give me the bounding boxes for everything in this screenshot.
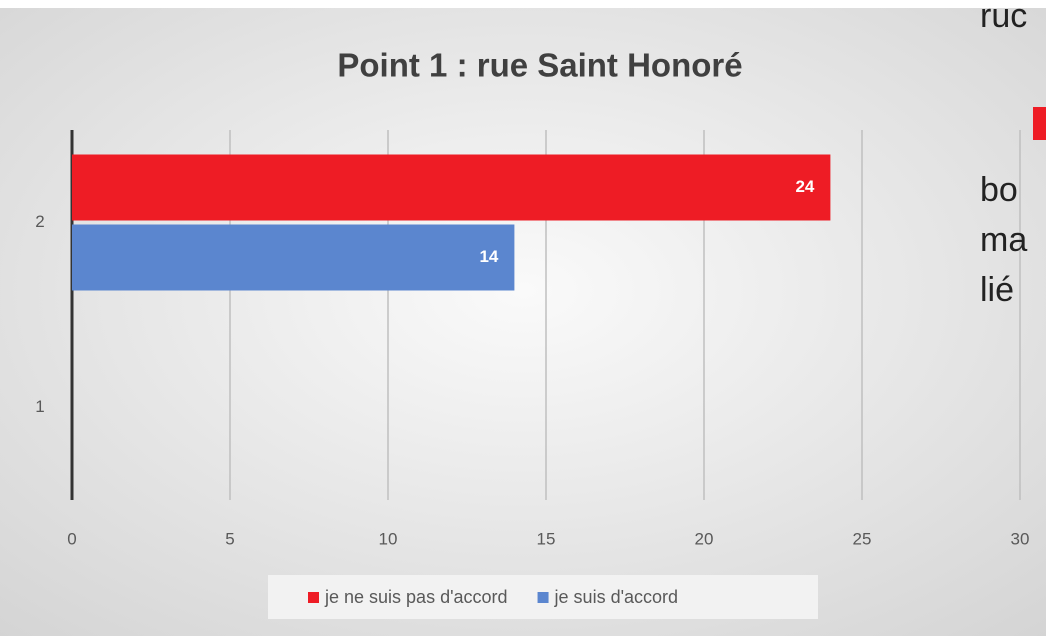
- x-tick-label: 0: [67, 529, 76, 548]
- x-tick-label: 15: [537, 529, 556, 548]
- x-tick-label: 30: [1011, 529, 1030, 548]
- legend-label: je suis d'accord: [554, 587, 679, 607]
- x-tick-label: 5: [225, 529, 234, 548]
- x-tick-label: 25: [853, 529, 872, 548]
- legend-label: je ne suis pas d'accord: [324, 587, 508, 607]
- y-tick-label: 1: [35, 397, 44, 416]
- chart-background: [0, 8, 1046, 636]
- chart-title: Point 1 : rue Saint Honoré: [337, 47, 742, 84]
- data-label: 24: [795, 177, 814, 196]
- slide-text: ma: [980, 221, 1027, 259]
- data-label: 14: [479, 247, 498, 266]
- slide-text: ruc: [980, 0, 1027, 35]
- slide-text: bo: [980, 171, 1018, 209]
- slide-bullet: [1033, 107, 1046, 140]
- slide-text: lié: [980, 271, 1014, 309]
- x-tick-label: 20: [695, 529, 714, 548]
- bar: [72, 224, 515, 291]
- legend-marker: [308, 592, 319, 603]
- y-tick-label: 2: [35, 212, 44, 231]
- bar: [72, 154, 831, 221]
- legend-marker: [537, 592, 549, 603]
- x-tick-label: 10: [379, 529, 398, 548]
